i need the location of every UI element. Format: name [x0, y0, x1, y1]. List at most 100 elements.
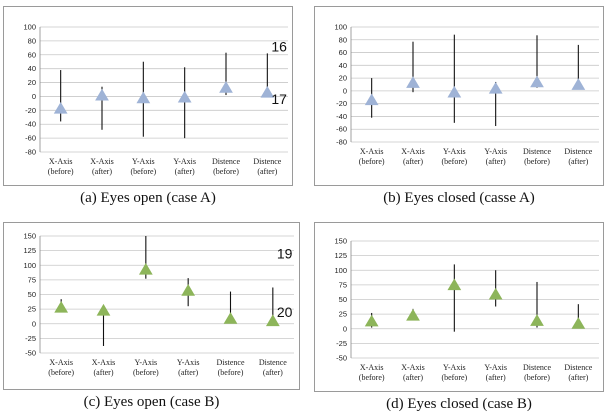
data-point-marker — [530, 75, 544, 88]
y-tick-label: 125 — [23, 246, 36, 255]
chart-frame: 100 80 60 40 20 0 -20 -40 -60 -80 X-Axis (before) X-… — [3, 6, 293, 186]
x-tick-label: Y-Axis (after) — [484, 363, 507, 382]
data-point-marker — [181, 284, 196, 296]
chart-svg: 150 125 100 75 50 25 0 -25 -50 X-Axis (before) X-Ax… — [334, 237, 599, 382]
chart-svg: 100 80 60 40 20 0 -20 -40 -60 -80 X-Axis (before) X-… — [23, 23, 288, 176]
y-tick-label: 25 — [339, 310, 347, 319]
data-point-marker — [265, 314, 280, 327]
chart-frame: 150 125 100 75 50 25 0 -25 -50 X-Axis (before) X-Ax… — [314, 222, 604, 392]
chart-frame: 100 80 60 40 20 0 -20 -40 -60 -80 X-Axis (before) X-… — [314, 6, 604, 186]
chart-svg: 150 125 100 75 50 25 0 -25 -50 X-Axis (before) X-Ax… — [23, 232, 294, 377]
y-tick-label: 20 — [339, 74, 347, 83]
data-point-marker — [96, 303, 111, 316]
x-tick-label: Distence (before) — [523, 363, 551, 382]
y-tick-label: -60 — [25, 134, 36, 143]
data-point-marker — [530, 314, 544, 326]
chart-panel-a: 100 80 60 40 20 0 -20 -40 -60 -80 X-Axis (before) X-… — [3, 6, 300, 218]
data-point-marker — [177, 90, 192, 103]
y-tick-label: 100 — [334, 23, 347, 32]
x-tick-label: Distence (before) — [212, 157, 240, 176]
x-tick-label: X-Axis (before) — [48, 157, 74, 176]
data-point-marker — [571, 78, 586, 90]
chart-frame: 150 125 100 75 50 25 0 -25 -50 X-Axis (before) X-Ax… — [3, 222, 300, 390]
y-tick-label: 50 — [339, 295, 347, 304]
x-tick-label: Distence (after) — [259, 358, 287, 377]
chart-caption: (d) Eyes closed (case B) — [386, 396, 532, 412]
x-tick-label: X-Axis (after) — [401, 363, 425, 382]
x-tick-label: Y-Axis (before) — [133, 358, 159, 377]
annotation-label: 19 — [277, 246, 293, 262]
annotation-label: 16 — [271, 38, 287, 54]
y-tick-label: 25 — [28, 305, 36, 314]
y-tick-label: -40 — [336, 112, 347, 121]
data-point-marker — [136, 91, 151, 104]
chart-caption: (a) Eyes open (case A) — [80, 190, 216, 206]
data-point-marker — [447, 278, 462, 291]
x-tick-label: Y-Axis (before) — [441, 363, 467, 382]
y-tick-label: 0 — [343, 86, 347, 95]
y-tick-label: -50 — [336, 354, 347, 363]
x-tick-label: Distence (after) — [253, 157, 281, 176]
y-tick-label: 100 — [23, 23, 36, 32]
y-tick-label: 50 — [28, 290, 36, 299]
data-point-marker — [571, 317, 586, 329]
y-tick-label: 40 — [28, 64, 36, 73]
x-tick-label: X-Axis (before) — [359, 363, 385, 382]
y-tick-label: -40 — [25, 120, 36, 129]
chart-panel-d: 150 125 100 75 50 25 0 -25 -50 X-Axis (before) X-Ax… — [314, 222, 604, 416]
x-tick-label: Y-Axis (after) — [484, 147, 507, 166]
y-tick-label: -20 — [25, 106, 36, 115]
x-tick-label: Distence (after) — [564, 363, 592, 382]
x-tick-label: Y-Axis (before) — [441, 147, 467, 166]
x-tick-label: Y-Axis (before) — [130, 157, 156, 176]
data-point-marker — [488, 287, 503, 300]
y-tick-label: 80 — [339, 35, 347, 44]
data-point-marker — [364, 93, 379, 106]
y-tick-label: 60 — [339, 48, 347, 57]
annotation-label: 20 — [277, 304, 293, 320]
y-tick-label: 0 — [343, 324, 347, 333]
data-point-marker — [53, 101, 68, 114]
data-point-marker — [406, 308, 420, 321]
data-point-marker — [447, 85, 462, 98]
chart-caption: (c) Eyes open (case B) — [83, 394, 220, 410]
x-tick-label: Distence (before) — [217, 358, 245, 377]
y-tick-label: -25 — [336, 339, 347, 348]
data-point-marker — [54, 300, 69, 313]
y-tick-label: 100 — [23, 261, 36, 270]
x-tick-label: X-Axis (after) — [92, 358, 116, 377]
y-tick-label: -80 — [25, 148, 36, 157]
y-tick-label: 150 — [334, 237, 347, 246]
y-tick-label: 80 — [28, 36, 36, 45]
y-tick-label: -25 — [25, 334, 36, 343]
x-tick-label: X-Axis (after) — [90, 157, 114, 176]
x-tick-label: X-Axis (before) — [48, 358, 74, 377]
data-point-marker — [219, 81, 233, 93]
data-point-marker — [260, 85, 275, 98]
data-point-marker — [95, 88, 109, 101]
data-point-marker — [223, 312, 238, 324]
data-point-marker — [364, 314, 379, 327]
y-tick-label: 60 — [28, 50, 36, 59]
x-tick-label: Y-Axis (after) — [177, 358, 200, 377]
y-tick-label: -20 — [336, 99, 347, 108]
data-point-marker — [138, 262, 153, 275]
y-tick-label: 20 — [28, 78, 36, 87]
y-tick-label: 150 — [23, 232, 36, 241]
y-tick-label: 0 — [32, 319, 36, 328]
chart-panel-c: 150 125 100 75 50 25 0 -25 -50 X-Axis (before) X-Ax… — [3, 222, 300, 416]
x-tick-label: Distence (after) — [564, 147, 592, 166]
annotation-label: 17 — [271, 91, 287, 107]
x-tick-label: X-Axis (before) — [359, 147, 385, 166]
x-tick-label: Y-Axis (after) — [173, 157, 196, 176]
y-tick-label: 125 — [334, 251, 347, 260]
y-tick-label: 75 — [339, 280, 347, 289]
y-tick-label: 0 — [32, 92, 36, 101]
y-tick-label: -60 — [336, 125, 347, 134]
y-tick-label: -50 — [25, 349, 36, 358]
y-tick-label: 100 — [334, 266, 347, 275]
chart-panel-b: 100 80 60 40 20 0 -20 -40 -60 -80 X-Axis (before) X-… — [314, 6, 604, 218]
chart-caption: (b) Eyes closed (casse A) — [383, 190, 535, 206]
y-tick-label: 40 — [339, 61, 347, 70]
x-tick-label: Distence (before) — [523, 147, 551, 166]
